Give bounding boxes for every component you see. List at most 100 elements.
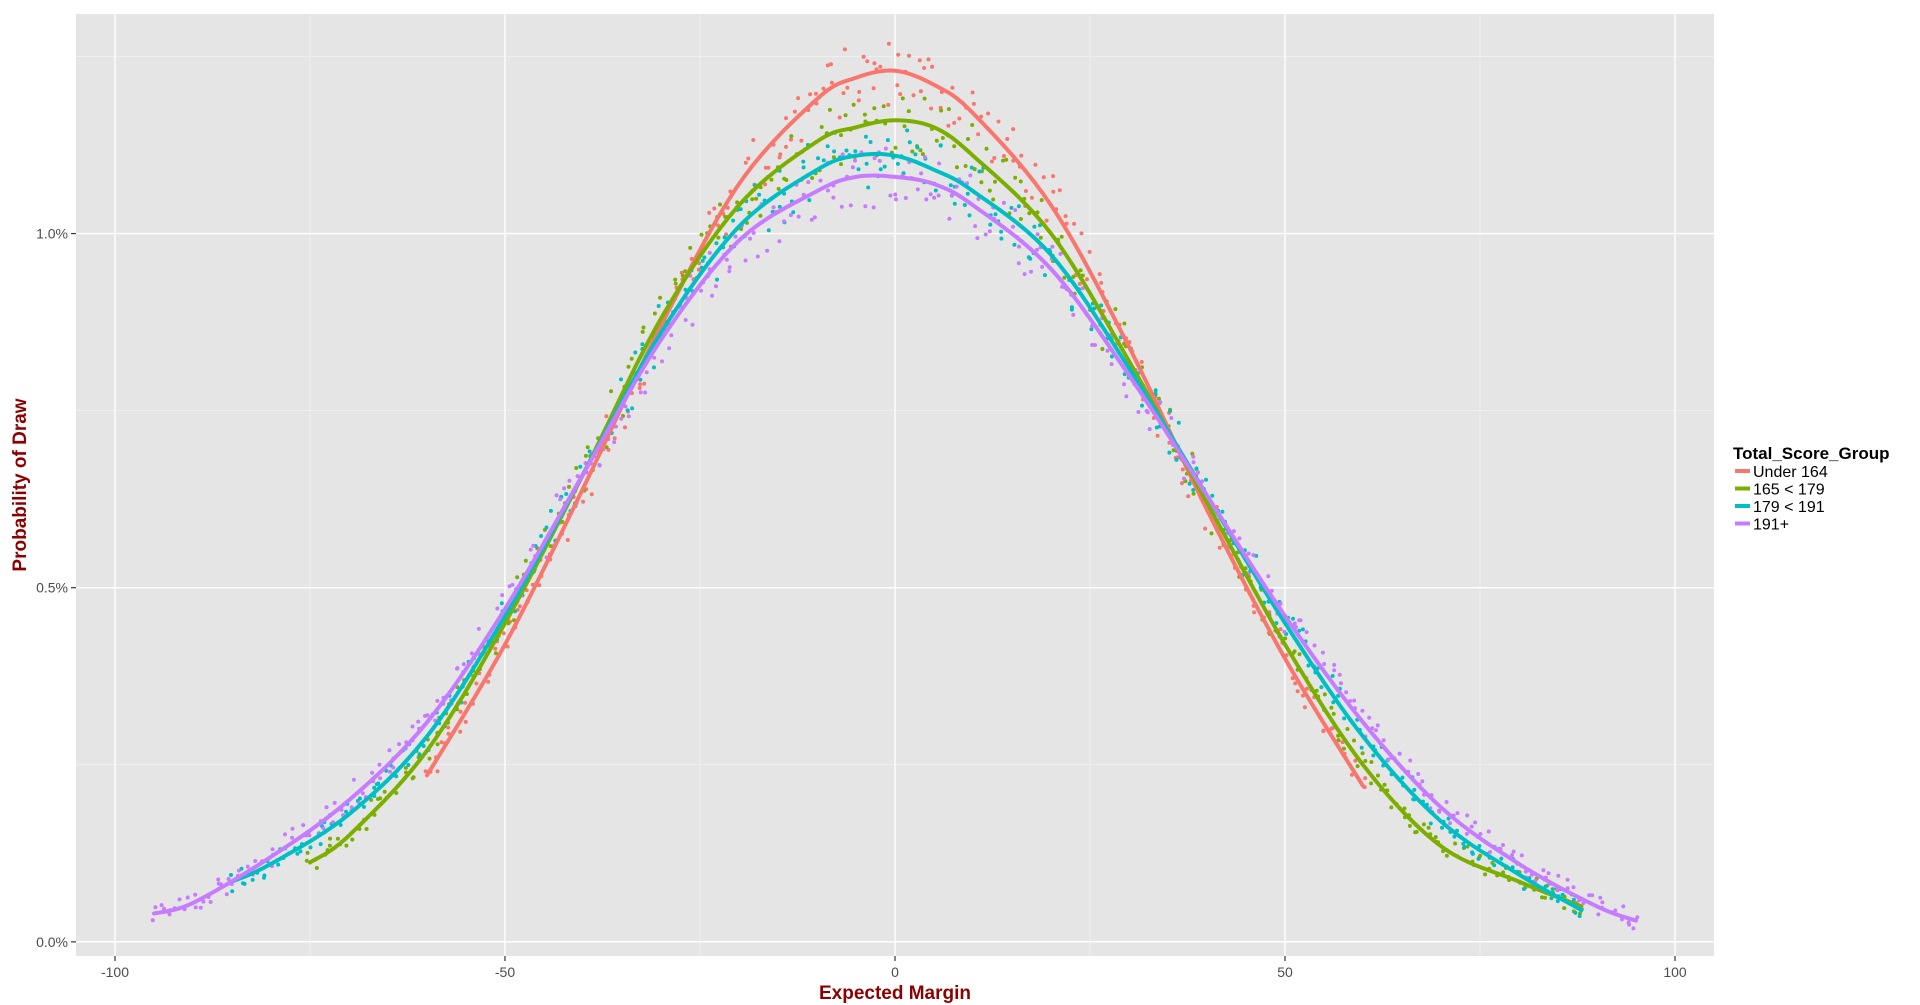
data-point [1093, 343, 1097, 347]
data-point [350, 837, 355, 842]
data-point [1042, 273, 1047, 278]
data-point [812, 215, 817, 220]
data-point [1291, 616, 1295, 621]
data-point [1011, 224, 1015, 229]
data-point [486, 679, 491, 684]
data-point [999, 236, 1004, 241]
data-point [1465, 844, 1470, 849]
data-point [1483, 872, 1488, 877]
data-point [290, 835, 295, 840]
data-point [910, 149, 915, 154]
data-point [304, 858, 309, 863]
series-line [425, 68, 1365, 788]
data-point [565, 538, 570, 542]
legend-title: Total_Score_Group [1733, 444, 1890, 463]
data-point [1009, 205, 1014, 210]
data-point [1266, 574, 1271, 579]
data-point [950, 85, 955, 90]
data-point [975, 236, 980, 241]
data-point [652, 365, 656, 370]
data-point [360, 791, 365, 796]
data-point [585, 445, 590, 450]
data-point [863, 134, 868, 139]
data-point [1305, 686, 1309, 691]
data-point [416, 719, 421, 724]
data-point [915, 145, 920, 150]
data-point [973, 224, 978, 229]
data-point [625, 408, 630, 413]
data-point [842, 47, 847, 52]
data-point [245, 864, 250, 869]
data-point [1050, 244, 1055, 249]
data-point [829, 62, 833, 67]
data-point [983, 232, 988, 237]
data-point [771, 205, 776, 210]
data-point [1029, 269, 1033, 274]
data-point [957, 116, 962, 121]
data-point [1018, 217, 1023, 221]
data-point [1292, 621, 1297, 626]
data-point [696, 267, 701, 272]
data-point [993, 212, 998, 217]
data-point [575, 474, 580, 479]
data-point [474, 681, 479, 686]
data-point [1339, 681, 1343, 686]
data-point [1035, 247, 1039, 252]
data-point [1252, 610, 1257, 615]
data-point [1182, 476, 1186, 481]
data-point [1433, 835, 1438, 840]
data-point [1033, 162, 1038, 167]
data-point [769, 177, 774, 182]
data-point [597, 463, 602, 468]
data-point [458, 729, 463, 734]
data-point [903, 196, 908, 200]
data-point [463, 700, 468, 705]
data-point [638, 382, 643, 387]
data-point [962, 203, 967, 207]
data-point [1369, 781, 1374, 786]
data-point [574, 466, 579, 470]
data-point [1437, 809, 1442, 814]
data-point [1035, 232, 1040, 237]
data-point [784, 144, 788, 149]
data-point [938, 143, 943, 148]
data-point [939, 108, 944, 113]
data-point [917, 58, 922, 63]
data-point [583, 453, 588, 458]
legend-label: Under 164 [1753, 464, 1828, 481]
data-point [308, 845, 313, 850]
data-point [1344, 690, 1349, 695]
data-point [872, 156, 877, 161]
data-point [587, 449, 592, 454]
data-point [1363, 759, 1368, 763]
data-point [743, 160, 748, 165]
data-point [1367, 715, 1372, 720]
data-point [1306, 663, 1311, 668]
data-point [987, 188, 992, 193]
data-point [777, 155, 782, 160]
data-point [439, 740, 444, 745]
data-point [915, 187, 920, 192]
data-point [578, 464, 583, 469]
data-point [1389, 805, 1394, 810]
data-point [918, 89, 923, 94]
data-point [895, 83, 900, 88]
data-point [314, 866, 319, 870]
data-point [853, 158, 857, 163]
data-point [993, 179, 997, 184]
data-point [1510, 853, 1515, 857]
data-point [378, 796, 383, 801]
data-point [253, 859, 258, 863]
data-point [1027, 211, 1032, 216]
data-point [1573, 910, 1578, 915]
data-point [1560, 892, 1565, 897]
data-point [1078, 268, 1083, 273]
data-point [839, 162, 843, 167]
data-point [882, 164, 887, 169]
data-point [1546, 871, 1551, 876]
data-point [507, 584, 512, 589]
data-point [690, 322, 695, 327]
data-point [813, 91, 818, 96]
data-point [216, 877, 221, 882]
